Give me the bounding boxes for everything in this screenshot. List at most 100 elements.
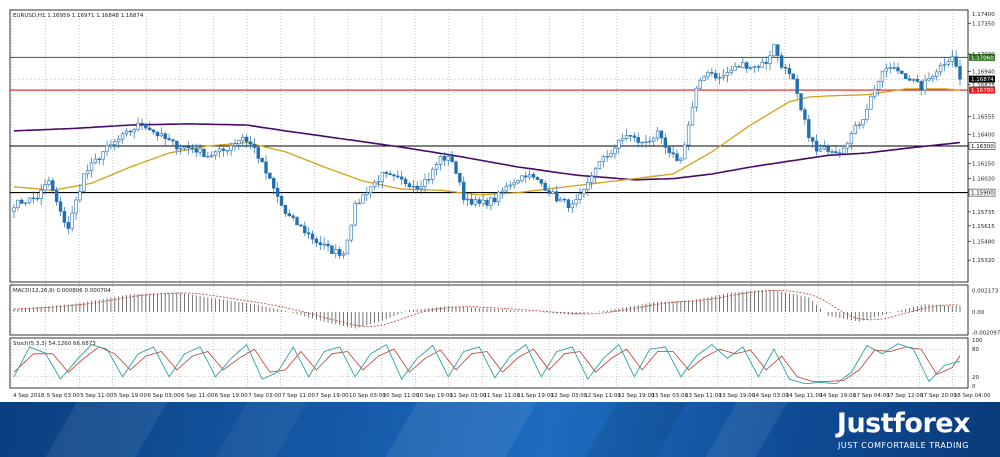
candle-body: [834, 151, 838, 154]
candle-body: [217, 148, 222, 153]
candle-body: [640, 141, 644, 144]
stoch-signal-line: [13, 346, 961, 382]
candle-body: [636, 137, 640, 143]
candle-body: [524, 175, 528, 178]
candle-body: [679, 158, 683, 161]
candle-body: [958, 66, 962, 80]
level-badge: [968, 142, 996, 150]
candle-body: [667, 147, 671, 154]
candle-body: [896, 67, 900, 72]
candle-body: [155, 131, 160, 137]
candle-body: [31, 197, 36, 200]
candle-body: [396, 175, 400, 178]
chart-header: EURUSD,H1 1.16959 1.16971 1.16848 1.1687…: [13, 13, 144, 19]
candle-body: [566, 199, 571, 209]
candle-body: [446, 156, 450, 161]
candle-body: [927, 78, 931, 81]
x-tick-label: 14 Sep 11:00: [786, 393, 823, 399]
x-tick-label: 11 Sep 03:00: [450, 393, 487, 399]
candle-body: [543, 182, 547, 191]
candle-body: [349, 224, 354, 241]
candle-body: [314, 238, 319, 244]
candle-body: [838, 152, 842, 154]
candle-body: [465, 198, 470, 201]
candle-body: [562, 198, 567, 201]
candle-body: [35, 197, 39, 200]
candle-body: [768, 55, 772, 64]
candle-body: [547, 190, 551, 194]
candle-body: [714, 73, 718, 79]
candle-body: [942, 64, 947, 66]
x-tick-label: 11 Sep 11:00: [483, 393, 520, 399]
macd-tick-label: -0.002097: [972, 330, 1000, 336]
candle-body: [58, 201, 63, 212]
candle-body: [241, 136, 245, 141]
candle-body: [330, 245, 334, 254]
candle-body: [729, 69, 733, 73]
candle-body: [431, 168, 435, 180]
candle-body: [175, 140, 179, 150]
candle-body: [686, 124, 691, 146]
price-tick-label: 1.16940: [972, 69, 995, 75]
candle-body: [733, 66, 737, 71]
stoch-main-line: [13, 343, 961, 385]
candle-body: [116, 138, 121, 143]
candle-body: [915, 79, 920, 82]
stoch-tick-label: 0: [972, 384, 976, 390]
candle-body: [186, 146, 191, 148]
candle-body: [256, 147, 260, 159]
x-tick-label: 18 Sep 04:00: [954, 393, 991, 399]
candle-body: [551, 191, 555, 194]
candle-body: [675, 153, 679, 161]
candle-body: [244, 136, 249, 143]
candle-body: [147, 127, 152, 131]
candle-body: [822, 146, 827, 150]
candle-body: [89, 162, 94, 171]
x-tick-label: 14 Sep 19:00: [819, 393, 856, 399]
current-price-badge: [969, 75, 995, 83]
candle-body: [609, 153, 613, 157]
x-tick-label: 17 Sep 04:00: [853, 393, 890, 399]
candle-body: [318, 242, 322, 245]
candle-body: [12, 207, 16, 212]
candle-body: [450, 156, 454, 163]
level-badge: [969, 53, 995, 61]
candle-body: [70, 212, 74, 229]
candle-body: [795, 78, 799, 94]
level-badge: [969, 86, 995, 94]
candle-body: [260, 158, 264, 163]
candle-body: [683, 144, 687, 160]
candle-body: [322, 243, 326, 246]
candle-body: [818, 148, 823, 152]
candle-body: [690, 106, 695, 126]
candle-body: [202, 148, 206, 157]
chart: 1.17060 1.16780 1.16300 1.15900 1.16874 1.17…: [9, 9, 1000, 399]
candle-body: [167, 138, 171, 141]
candle-body: [931, 76, 935, 79]
candle-body: [113, 141, 117, 145]
candle-body: [380, 171, 385, 182]
candle-body: [644, 141, 648, 143]
candle-body: [830, 151, 834, 153]
candle-body: [888, 67, 892, 69]
candle-body: [23, 202, 28, 204]
candle-body: [671, 152, 675, 155]
price-tick-label: 1.17090: [972, 52, 995, 58]
candle-body: [400, 176, 404, 180]
candle-body: [527, 174, 532, 178]
candle-body: [849, 133, 854, 144]
candle-body: [706, 72, 710, 78]
candle-body: [171, 139, 175, 142]
candle-body: [911, 79, 916, 81]
x-tick-label: 13 Sep 11:00: [685, 393, 722, 399]
candle-body: [407, 183, 412, 188]
candle-body: [372, 181, 377, 188]
candle-body: [27, 197, 32, 204]
candle-body: [814, 140, 819, 152]
candle-body: [353, 202, 357, 226]
candle-body: [473, 199, 478, 205]
brand-banner: Justforex JUST COMFORTABLE TRADING: [0, 402, 1000, 457]
x-tick-label: 5 Sep 11:00: [80, 393, 114, 399]
x-tick-label: 17 Sep 20:00: [920, 393, 957, 399]
candle-body: [721, 75, 726, 78]
